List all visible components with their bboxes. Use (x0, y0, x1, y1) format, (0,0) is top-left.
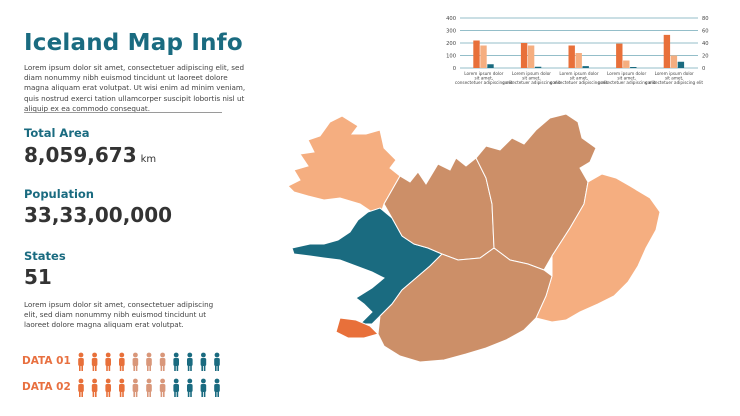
person-icon-row (78, 352, 220, 371)
total-area-unit: km (140, 154, 157, 165)
chart-bar (616, 43, 623, 68)
chart-left-tick: 200 (446, 41, 456, 47)
total-area-number: 8,059,673 (24, 143, 137, 167)
total-area-value: 8,059,673 km (24, 143, 156, 167)
chart-category-label: Lorem ipsum dolor sit amet, consectetuer a… (550, 71, 608, 85)
chart-bar (677, 61, 685, 68)
person-icon (119, 352, 125, 371)
chart-left-tick: 100 (446, 54, 456, 60)
person-icon (214, 378, 220, 397)
chart-bar (575, 53, 582, 68)
total-area-label: Total Area (24, 126, 90, 140)
chart-bar (623, 60, 630, 68)
person-icon (132, 352, 139, 371)
page-title: Iceland Map Info (24, 30, 243, 56)
chart-bar (480, 45, 487, 68)
person-icon (146, 352, 152, 371)
population-value: 33,33,00,000 (24, 203, 173, 227)
person-icon (187, 352, 193, 371)
person-icon (91, 378, 98, 397)
person-icon (91, 352, 98, 371)
person-icon (146, 378, 152, 397)
data-row-label: DATA 02 (22, 381, 71, 393)
chart-bar (487, 64, 494, 68)
chart-right-tick: 0 (702, 66, 705, 72)
chart-bar (630, 67, 637, 68)
data-row-label: DATA 01 (22, 355, 71, 367)
person-icon (78, 378, 84, 397)
chart-bar (520, 43, 528, 68)
region-reykjanes[interactable] (335, 317, 379, 339)
person-icon (105, 378, 111, 397)
person-icon (105, 352, 111, 371)
chart-right-tick: 40 (702, 41, 709, 47)
iceland-map (287, 113, 661, 363)
chart-bar (670, 55, 678, 68)
intro-paragraph: Lorem ipsum dolor sit amet, consectetuer… (24, 63, 246, 113)
chart-right-tick: 60 (702, 29, 709, 35)
person-icon (187, 378, 193, 397)
person-icon (173, 352, 179, 371)
chart-category-label: Lorem ipsum dolor sit amet, consectetuer a… (455, 71, 513, 85)
person-icon (78, 352, 84, 371)
chart-bar (534, 66, 542, 68)
chart-left-tick: 0 (453, 66, 456, 72)
region-westfjords[interactable] (287, 115, 401, 217)
chart-right-tick: 20 (702, 54, 709, 60)
person-icon (214, 352, 220, 371)
chart-bar (568, 45, 575, 68)
person-icon (159, 378, 166, 397)
footer-paragraph: Lorem ipsum dolor sit amet, consectetuer… (24, 300, 214, 330)
chart-category-label: Lorem ipsum dolor sit amet, consectetuer a… (645, 71, 703, 85)
population-label: Population (24, 187, 94, 201)
chart-category-label: Lorem ipsum dolor sit amet, consectetuer a… (598, 71, 656, 85)
chart-bar (527, 45, 535, 68)
chart-left-tick: 400 (446, 16, 456, 22)
chart-bar (473, 40, 480, 68)
person-icon (200, 378, 207, 397)
region-south[interactable] (377, 247, 553, 363)
chart-bar (582, 66, 589, 68)
chart-bar (663, 34, 671, 68)
chart-right-tick: 80 (702, 16, 709, 22)
person-icon (159, 352, 166, 371)
person-icon-row (78, 378, 220, 397)
person-icon (119, 378, 125, 397)
person-icon (132, 378, 139, 397)
person-icon (200, 352, 207, 371)
person-icon (173, 378, 179, 397)
states-label: States (24, 249, 66, 263)
divider (24, 112, 222, 113)
states-value: 51 (24, 265, 52, 289)
chart-left-tick: 300 (446, 29, 456, 35)
chart-category-label: Lorem ipsum dolor sit amet, consectetuer a… (503, 71, 561, 85)
